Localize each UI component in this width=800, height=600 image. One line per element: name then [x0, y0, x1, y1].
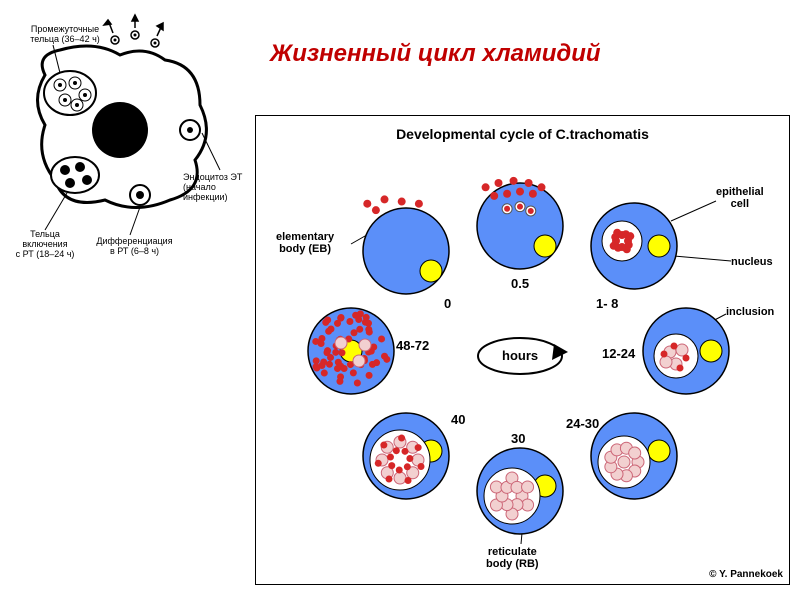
left-label-2: Тельца включения с РТ (18–24 ч) [5, 230, 85, 260]
annotation-4: reticulate body (RB) [486, 546, 539, 570]
stage-label-s05: 0.5 [511, 276, 529, 291]
stage-s48 [308, 308, 394, 394]
stage-s24 [591, 413, 677, 499]
stage-s12 [643, 308, 729, 394]
hours-label: hours [502, 348, 538, 363]
main-title: Жизненный цикл хламидий [270, 40, 601, 68]
stage-label-s48: 48-72 [396, 338, 429, 353]
cycle-diagram: Developmental cycle of C.trachomatis © Y… [255, 115, 790, 585]
stage-label-s24: 24-30 [566, 416, 599, 431]
annotation-2: nucleus [731, 256, 773, 268]
stage-label-s0: 0 [444, 296, 451, 311]
annotation-3: inclusion [726, 306, 774, 318]
stage-label-s40: 40 [451, 412, 465, 427]
stage-s1_8 [591, 203, 677, 289]
stage-label-s1_8: 1- 8 [596, 296, 618, 311]
stage-s0 [363, 195, 449, 294]
left-label-3: Дифференциация в РТ (6–8 ч) [87, 237, 182, 257]
stage-label-s12: 12-24 [602, 346, 635, 361]
left-label-4: Эндоцитоз ЭТ (начало инфекции) [183, 173, 258, 203]
left-label-1: Промежуточные тельца (36–42 ч) [10, 25, 120, 45]
left-schematic: Промежуточные тельца (36–42 ч) Тельца вк… [5, 5, 245, 285]
annotation-1: epithelial cell [716, 186, 764, 210]
stage-label-s30: 30 [511, 431, 525, 446]
stage-s05 [477, 177, 563, 269]
stage-s40 [363, 413, 449, 499]
annotation-0: elementary body (EB) [276, 231, 334, 255]
stage-s30 [477, 448, 563, 534]
